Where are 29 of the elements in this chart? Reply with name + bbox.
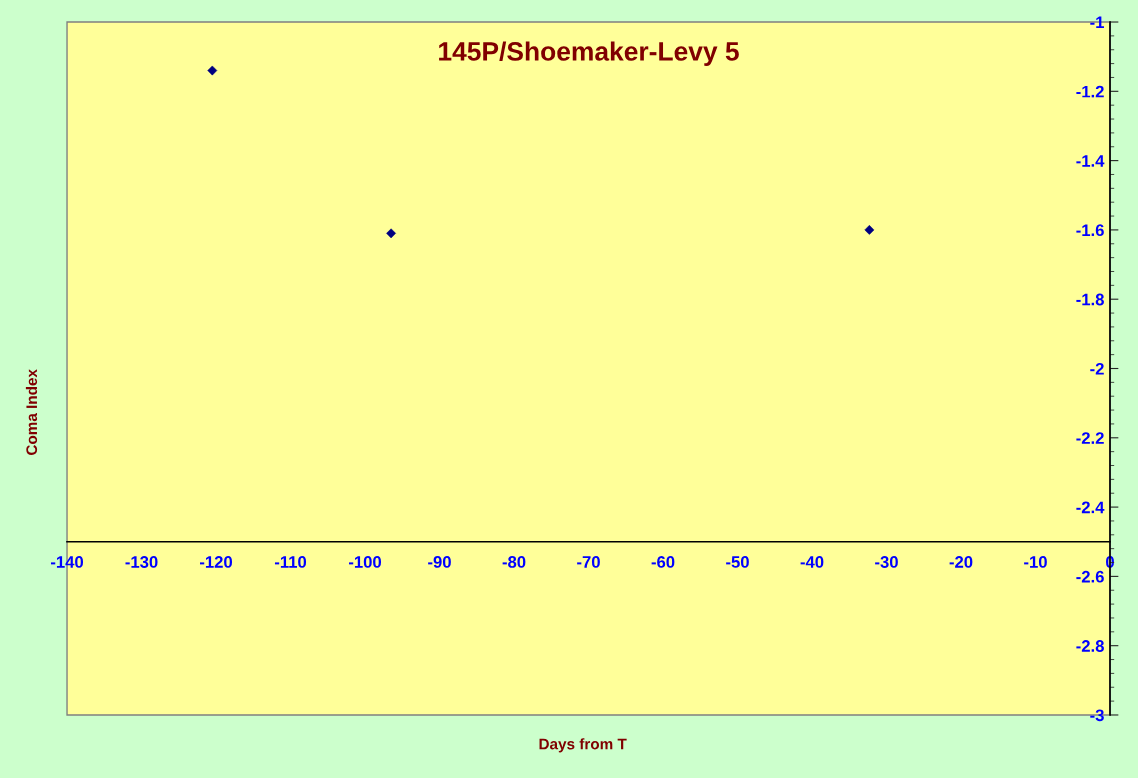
x-tick-label: -140 — [51, 556, 84, 568]
x-tick-label: -50 — [726, 556, 749, 568]
y-tick-label: -1.8 — [1076, 293, 1104, 306]
y-tick-label: -2.6 — [1076, 570, 1104, 583]
y-axis-title: Coma Index — [25, 369, 38, 456]
x-tick-label: -120 — [200, 556, 233, 568]
x-tick-label: -110 — [274, 556, 307, 568]
y-tick-label: -1.6 — [1076, 224, 1104, 237]
x-tick-label: -100 — [349, 556, 382, 568]
x-tick-label: -10 — [1024, 556, 1047, 568]
y-tick-label: -1.4 — [1076, 155, 1105, 167]
x-tick-label: -30 — [875, 556, 898, 568]
x-tick-label: -80 — [502, 556, 526, 568]
x-tick-label: -20 — [949, 556, 973, 568]
y-tick-label: -2.4 — [1076, 501, 1105, 514]
point — [864, 225, 875, 235]
x-tick-label: -40 — [800, 556, 824, 568]
x-tick-label: -90 — [428, 556, 451, 568]
y-tick-label: -2.8 — [1076, 640, 1104, 652]
y-tick-label: -1.2 — [1076, 85, 1104, 98]
x-tick-label: -70 — [577, 556, 600, 568]
x-tick-label: -130 — [125, 556, 158, 568]
y-tick-label: -2 — [1090, 362, 1104, 375]
y-tick-label: -1 — [1090, 16, 1104, 29]
y-tick-label: -3 — [1090, 709, 1104, 722]
x-tick-label: -60 — [651, 556, 675, 568]
y-tick-label: -2.2 — [1076, 432, 1104, 444]
text: 145P/Shoemaker-Levy 5 — [439, 41, 739, 66]
x-axis-title: Days from T — [539, 738, 627, 753]
